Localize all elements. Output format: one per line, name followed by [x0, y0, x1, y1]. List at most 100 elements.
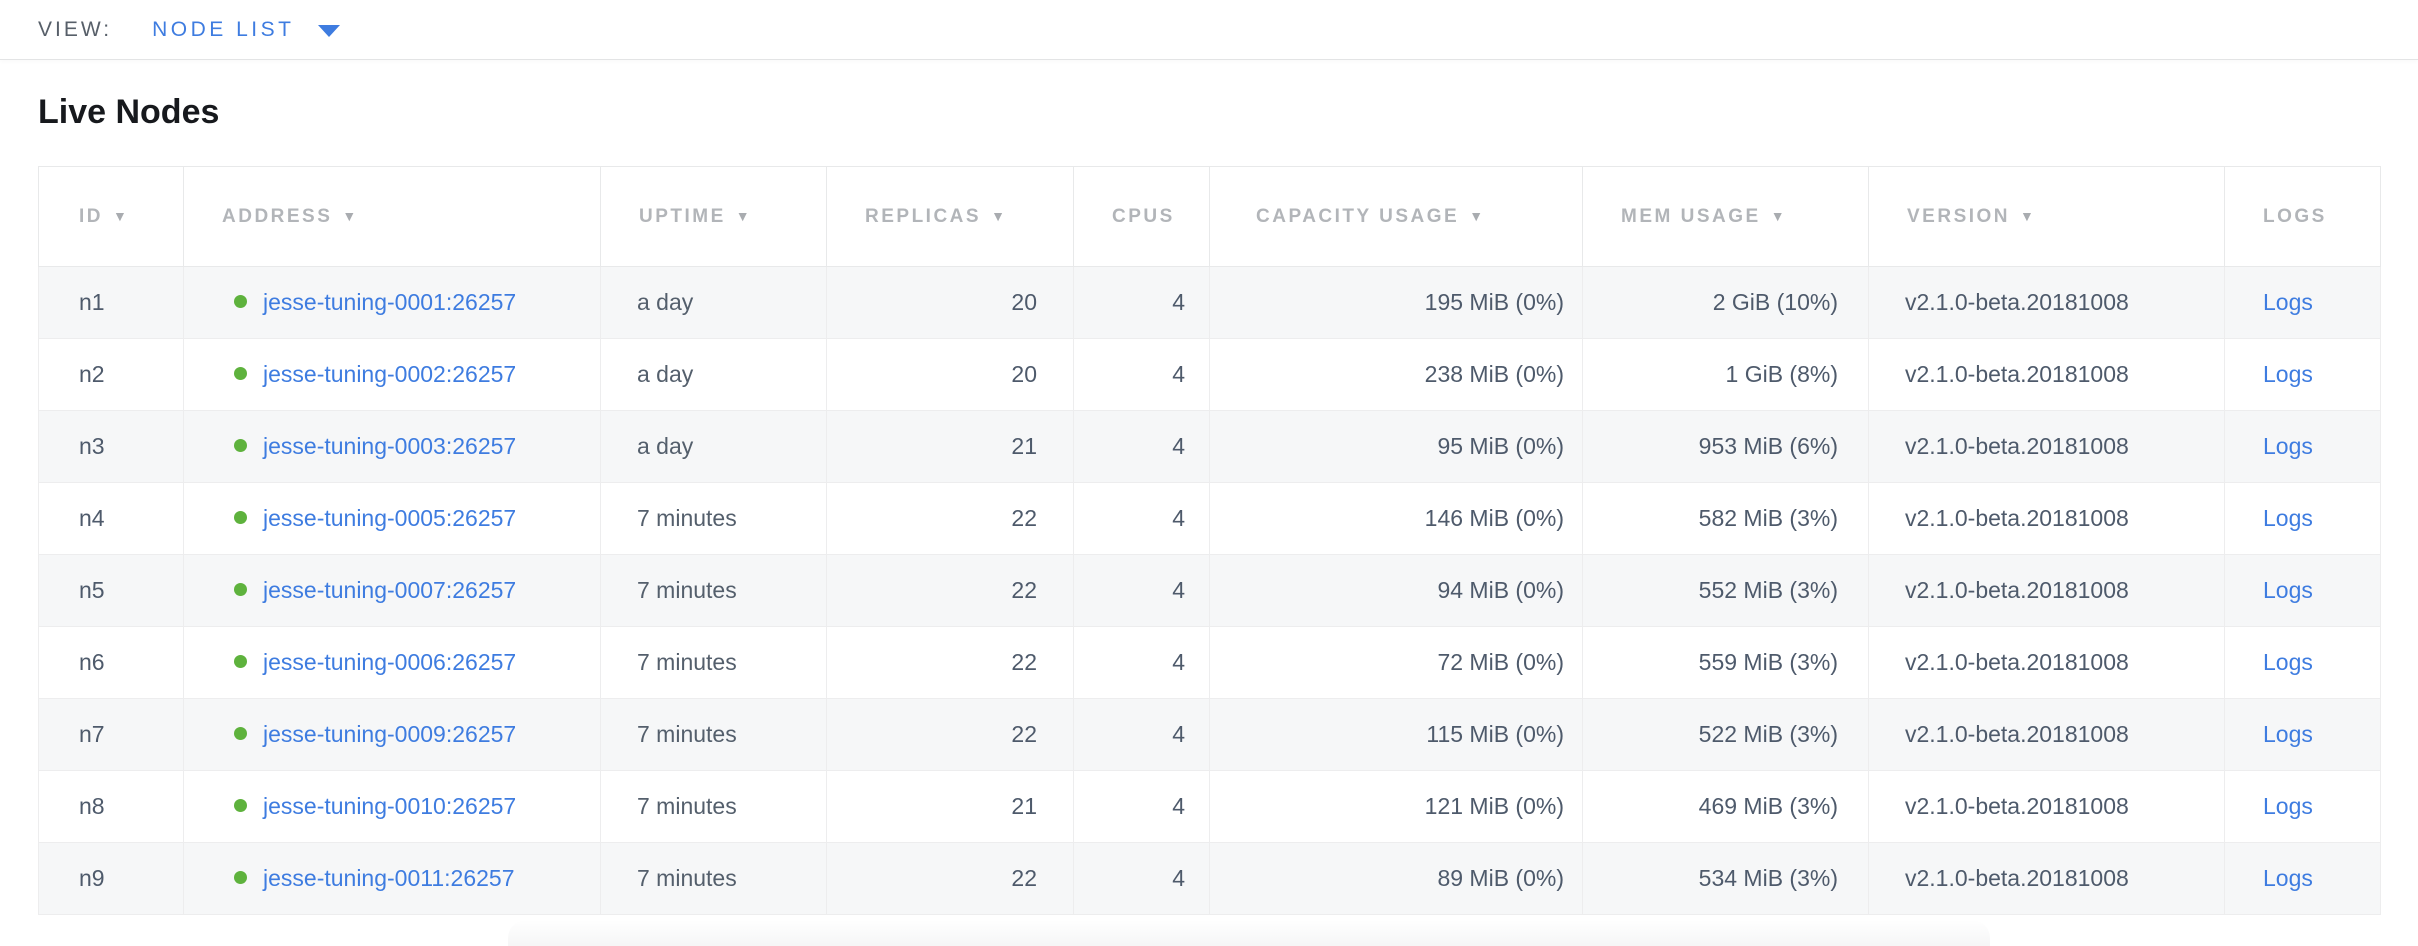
column-header-logs: LOGS — [2224, 166, 2381, 267]
node-mem-cell: 1 GiB (8%) — [1582, 338, 1869, 411]
sort-arrow-icon: ▼ — [113, 207, 130, 224]
node-uptime-cell: a day — [600, 338, 827, 411]
node-cpus-cell: 4 — [1073, 266, 1210, 339]
node-uptime-cell: 7 minutes — [600, 698, 827, 771]
node-capacity-cell: 121 MiB (0%) — [1209, 770, 1583, 843]
node-address-link[interactable]: jesse-tuning-0006:26257 — [263, 649, 517, 675]
node-replicas-cell: 21 — [826, 410, 1074, 483]
view-label: VIEW: — [38, 17, 113, 41]
node-replicas-cell: 21 — [826, 770, 1074, 843]
node-address-link[interactable]: jesse-tuning-0005:26257 — [263, 505, 517, 531]
node-mem-cell: 534 MiB (3%) — [1582, 842, 1869, 915]
node-version-cell: v2.1.0-beta.20181008 — [1868, 698, 2225, 771]
node-version-cell: v2.1.0-beta.20181008 — [1868, 554, 2225, 627]
node-health-icon — [234, 871, 247, 885]
column-header-version[interactable]: VERSION ▼ — [1868, 166, 2225, 267]
table-row: n9 jesse-tuning-0011:26257 7 minutes 22 4 89 … — [38, 842, 2381, 915]
view-selector-dropdown[interactable]: NODE LIST — [152, 17, 341, 42]
below-fold-shadow — [508, 920, 1990, 946]
node-logs-link[interactable]: Logs — [2263, 361, 2313, 387]
sort-arrow-icon: ▼ — [1770, 207, 1788, 224]
node-logs-link[interactable]: Logs — [2263, 865, 2313, 891]
node-cpus-cell: 4 — [1073, 770, 1210, 843]
table-header: ID ▼ ADDRESS ▼ UPTIME ▼ REPLICAS ▼ CPUS CAPACITY … — [38, 166, 2381, 267]
view-selected-value: NODE LIST — [152, 17, 295, 41]
view-bar: VIEW: NODE LIST — [0, 0, 2418, 60]
node-logs-link[interactable]: Logs — [2263, 289, 2313, 315]
column-header-label: VERSION — [1907, 205, 2011, 227]
node-health-icon — [234, 295, 247, 309]
node-address-link[interactable]: jesse-tuning-0001:26257 — [263, 289, 517, 315]
node-version-cell: v2.1.0-beta.20181008 — [1868, 842, 2225, 915]
node-id-cell: n2 — [38, 338, 184, 411]
node-logs-link[interactable]: Logs — [2263, 433, 2313, 459]
sort-arrow-icon: ▼ — [1469, 207, 1486, 224]
node-health-icon — [234, 799, 247, 813]
node-cpus-cell: 4 — [1073, 410, 1210, 483]
node-logs-link[interactable]: Logs — [2263, 577, 2313, 603]
node-logs-cell: Logs — [2224, 554, 2381, 627]
node-address-cell: jesse-tuning-0003:26257 — [183, 410, 601, 483]
node-capacity-cell: 238 MiB (0%) — [1209, 338, 1583, 411]
node-id-cell: n6 — [38, 626, 184, 699]
table-body: n1 jesse-tuning-0001:26257 a day 20 4 195 MiB… — [38, 266, 2381, 915]
node-version-cell: v2.1.0-beta.20181008 — [1868, 266, 2225, 339]
node-capacity-cell: 195 MiB (0%) — [1209, 266, 1583, 339]
node-logs-link[interactable]: Logs — [2263, 505, 2313, 531]
node-cpus-cell: 4 — [1073, 626, 1210, 699]
node-capacity-cell: 89 MiB (0%) — [1209, 842, 1583, 915]
node-replicas-cell: 22 — [826, 842, 1074, 915]
column-header-label: ID — [79, 205, 103, 227]
node-health-icon — [234, 439, 247, 453]
node-capacity-cell: 72 MiB (0%) — [1209, 626, 1583, 699]
node-cpus-cell: 4 — [1073, 482, 1210, 555]
table-row: n3 jesse-tuning-0003:26257 a day 21 4 95 MiB … — [38, 410, 2381, 483]
node-replicas-cell: 20 — [826, 266, 1074, 339]
node-logs-cell: Logs — [2224, 410, 2381, 483]
node-address-link[interactable]: jesse-tuning-0003:26257 — [263, 433, 517, 459]
node-address-cell: jesse-tuning-0002:26257 — [183, 338, 601, 411]
node-version-cell: v2.1.0-beta.20181008 — [1868, 770, 2225, 843]
node-health-icon — [234, 367, 247, 381]
node-capacity-cell: 94 MiB (0%) — [1209, 554, 1583, 627]
node-address-link[interactable]: jesse-tuning-0002:26257 — [263, 361, 517, 387]
node-id-cell: n4 — [38, 482, 184, 555]
node-address-cell: jesse-tuning-0011:26257 — [183, 842, 601, 915]
node-capacity-cell: 95 MiB (0%) — [1209, 410, 1583, 483]
node-logs-cell: Logs — [2224, 626, 2381, 699]
table-row: n4 jesse-tuning-0005:26257 7 minutes 22 4 146… — [38, 482, 2381, 555]
column-header-capacity[interactable]: CAPACITY USAGE ▼ — [1209, 166, 1583, 267]
node-logs-link[interactable]: Logs — [2263, 793, 2313, 819]
column-header-label: CPUS — [1112, 205, 1175, 227]
node-mem-cell: 953 MiB (6%) — [1582, 410, 1869, 483]
node-replicas-cell: 22 — [826, 482, 1074, 555]
column-header-uptime[interactable]: UPTIME ▼ — [600, 166, 827, 267]
node-id-cell: n3 — [38, 410, 184, 483]
node-address-link[interactable]: jesse-tuning-0007:26257 — [263, 577, 517, 603]
node-address-link[interactable]: jesse-tuning-0010:26257 — [263, 793, 517, 819]
node-cpus-cell: 4 — [1073, 554, 1210, 627]
column-header-replicas[interactable]: REPLICAS ▼ — [826, 166, 1074, 267]
node-id-cell: n7 — [38, 698, 184, 771]
sort-arrow-icon: ▼ — [735, 207, 753, 224]
node-logs-link[interactable]: Logs — [2263, 721, 2313, 747]
node-uptime-cell: a day — [600, 410, 827, 483]
node-capacity-cell: 115 MiB (0%) — [1209, 698, 1583, 771]
table-header-row: ID ▼ ADDRESS ▼ UPTIME ▼ REPLICAS ▼ CPUS CAPACITY … — [38, 166, 2381, 267]
column-header-id[interactable]: ID ▼ — [38, 166, 184, 267]
node-cpus-cell: 4 — [1073, 842, 1210, 915]
node-address-link[interactable]: jesse-tuning-0009:26257 — [263, 721, 517, 747]
node-address-cell: jesse-tuning-0005:26257 — [183, 482, 601, 555]
node-logs-link[interactable]: Logs — [2263, 649, 2313, 675]
column-header-label: LOGS — [2263, 205, 2327, 227]
node-cpus-cell: 4 — [1073, 338, 1210, 411]
node-address-link[interactable]: jesse-tuning-0011:26257 — [263, 865, 515, 891]
node-mem-cell: 582 MiB (3%) — [1582, 482, 1869, 555]
column-header-mem[interactable]: MEM USAGE ▼ — [1582, 166, 1869, 267]
node-replicas-cell: 22 — [826, 554, 1074, 627]
node-uptime-cell: 7 minutes — [600, 554, 827, 627]
column-header-address[interactable]: ADDRESS ▼ — [183, 166, 601, 267]
node-version-cell: v2.1.0-beta.20181008 — [1868, 482, 2225, 555]
sort-arrow-icon: ▼ — [342, 207, 359, 224]
node-logs-cell: Logs — [2224, 698, 2381, 771]
